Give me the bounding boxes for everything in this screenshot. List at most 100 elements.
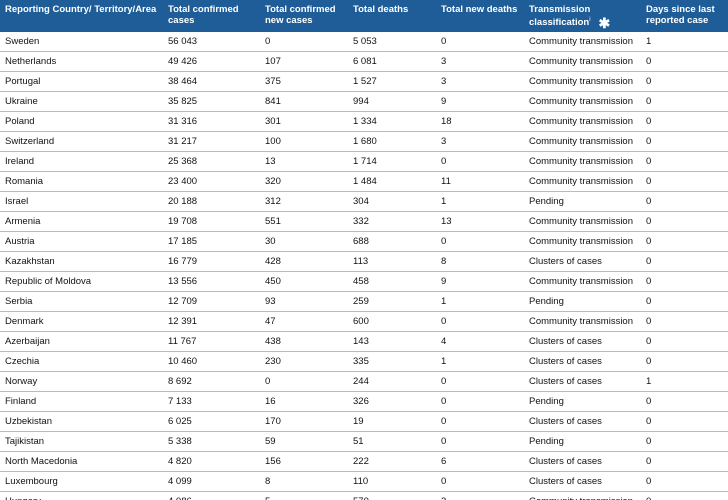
- table-cell: 0: [641, 171, 728, 193]
- table-cell: 0: [641, 111, 728, 133]
- table-cell: 9: [436, 91, 524, 113]
- table-cell: 8 692: [163, 371, 260, 393]
- table-row: Luxembourg 4 099 8 110 0 Clusters of cases 0: [0, 471, 728, 493]
- table-row: Netherlands 49 426 107 6 081 3 Community tran…: [0, 51, 728, 73]
- table-cell: 13: [436, 211, 524, 233]
- table-cell: 13: [260, 151, 348, 173]
- table-row: Armenia 19 708 551 332 13 Community transmiss…: [0, 211, 728, 233]
- table-cell: 1 714: [348, 151, 436, 173]
- table-cell: 0: [641, 291, 728, 313]
- table-cell: Community transmission: [524, 151, 641, 173]
- table-cell: 551: [260, 211, 348, 233]
- table-cell: Community transmission: [524, 32, 641, 53]
- table-cell: 0: [436, 151, 524, 173]
- table-cell: 0: [641, 331, 728, 353]
- table-cell: 332: [348, 211, 436, 233]
- table-cell: Clusters of cases: [524, 371, 641, 393]
- header-cell: Total deaths: [348, 0, 436, 33]
- table-cell: 244: [348, 371, 436, 393]
- table-row: Austria 17 185 30 688 0 Community transmissio…: [0, 231, 728, 253]
- table-cell: 6: [436, 451, 524, 473]
- table-cell: 0: [641, 191, 728, 213]
- table-cell: 38 464: [163, 71, 260, 93]
- header-cell: Total confirmed cases: [163, 0, 260, 33]
- table-cell: Community transmission: [524, 91, 641, 113]
- table-cell: Pending: [524, 291, 641, 313]
- table-cell: Czechia: [0, 351, 163, 373]
- table-cell: 304: [348, 191, 436, 213]
- footnote-marker: i: [589, 17, 591, 23]
- table-cell: 0: [436, 311, 524, 333]
- table-row: North Macedonia 4 820 156 222 6 Clusters of c…: [0, 451, 728, 473]
- table-cell: 5 053: [348, 32, 436, 53]
- table-cell: 0: [436, 231, 524, 253]
- header-cell: Total confirmed new cases: [260, 0, 348, 33]
- table-cell: 16: [260, 391, 348, 413]
- table-cell: 0: [436, 411, 524, 433]
- table-cell: Poland: [0, 111, 163, 133]
- table-cell: 458: [348, 271, 436, 293]
- table-cell: Clusters of cases: [524, 351, 641, 373]
- header-cell: Days since last reported case: [641, 0, 728, 33]
- table-cell: 11: [436, 171, 524, 193]
- table-cell: 18: [436, 111, 524, 133]
- table-row: Tajikistan 5 338 59 51 0 Pending 0: [0, 431, 728, 453]
- table-cell: 0: [436, 471, 524, 493]
- table-cell: 143: [348, 331, 436, 353]
- table-cell: 107: [260, 51, 348, 73]
- table-cell: 19 708: [163, 211, 260, 233]
- table-cell: 438: [260, 331, 348, 353]
- table-cell: 335: [348, 351, 436, 373]
- table-cell: 0: [641, 151, 728, 173]
- table-cell: 259: [348, 291, 436, 313]
- table-cell: 4 820: [163, 451, 260, 473]
- table-cell: Community transmission: [524, 491, 641, 500]
- asterisk: ✱: [598, 15, 611, 32]
- table-cell: 0: [641, 471, 728, 493]
- table-body: Sweden 56 043 0 5 053 0 Community transmissio…: [0, 32, 728, 500]
- table-cell: 0: [641, 91, 728, 113]
- table-cell: 0: [641, 131, 728, 153]
- table-cell: 1: [641, 32, 728, 53]
- table-cell: 0: [641, 271, 728, 293]
- table-row: Romania 23 400 320 1 484 11 Community transmi…: [0, 171, 728, 193]
- table-cell: 19: [348, 411, 436, 433]
- header-text: Total new deaths: [441, 4, 518, 15]
- table-cell: 13 556: [163, 271, 260, 293]
- table-row: Israel 20 188 312 304 1 Pending 0: [0, 191, 728, 213]
- table-cell: 100: [260, 131, 348, 153]
- table-cell: Finland: [0, 391, 163, 413]
- table-cell: Armenia: [0, 211, 163, 233]
- table-cell: 35 825: [163, 91, 260, 113]
- table-cell: 222: [348, 451, 436, 473]
- table-cell: Community transmission: [524, 171, 641, 193]
- table-row: Norway 8 692 0 244 0 Clusters of cases 1: [0, 371, 728, 393]
- table-cell: 570: [348, 491, 436, 500]
- table-cell: 5: [260, 491, 348, 500]
- table-cell: 10 460: [163, 351, 260, 373]
- table-cell: 0: [641, 251, 728, 273]
- table-row: Republic of Moldova 13 556 450 458 9 Communit…: [0, 271, 728, 293]
- table-cell: 9: [436, 271, 524, 293]
- table-cell: Sweden: [0, 32, 163, 53]
- table-cell: Netherlands: [0, 51, 163, 73]
- table-cell: Ukraine: [0, 91, 163, 113]
- table-cell: 0: [641, 311, 728, 333]
- table-cell: 1: [436, 191, 524, 213]
- header-text: Total confirmed cases: [168, 4, 239, 26]
- table-cell: Community transmission: [524, 271, 641, 293]
- table-cell: 0: [641, 491, 728, 500]
- table-cell: Clusters of cases: [524, 251, 641, 273]
- table-cell: 0: [641, 71, 728, 93]
- table-cell: 1: [436, 351, 524, 373]
- table-cell: 4 099: [163, 471, 260, 493]
- table-cell: 312: [260, 191, 348, 213]
- header-text: Transmission classification: [529, 4, 591, 29]
- table-cell: 8: [260, 471, 348, 493]
- table-cell: 0: [436, 32, 524, 53]
- table-cell: Switzerland: [0, 131, 163, 153]
- table-cell: Clusters of cases: [524, 411, 641, 433]
- table-cell: 30: [260, 231, 348, 253]
- table-cell: 47: [260, 311, 348, 333]
